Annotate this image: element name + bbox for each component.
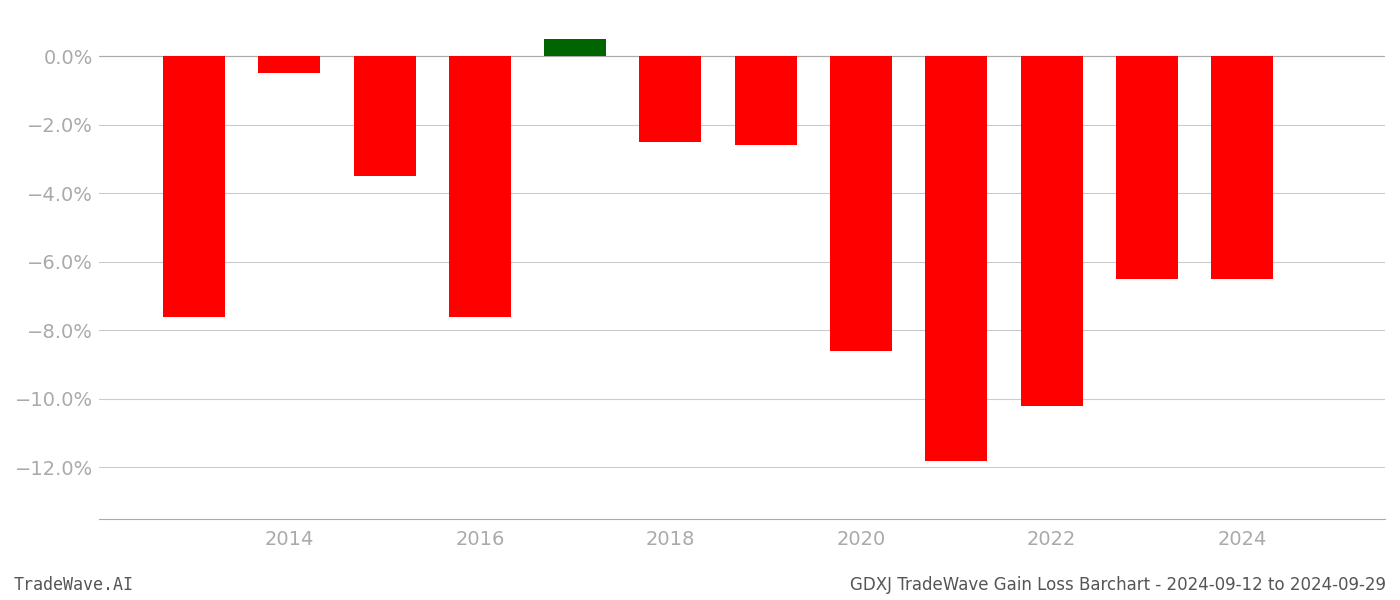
Bar xyxy=(259,56,321,73)
Bar xyxy=(449,56,511,317)
Bar xyxy=(640,56,701,142)
Text: GDXJ TradeWave Gain Loss Barchart - 2024-09-12 to 2024-09-29: GDXJ TradeWave Gain Loss Barchart - 2024… xyxy=(850,576,1386,594)
Bar xyxy=(830,56,892,351)
Bar xyxy=(1116,56,1177,279)
Bar xyxy=(925,56,987,461)
Bar xyxy=(354,56,416,176)
Text: TradeWave.AI: TradeWave.AI xyxy=(14,576,134,594)
Bar xyxy=(1211,56,1273,279)
Bar xyxy=(164,56,225,317)
Bar xyxy=(735,56,797,145)
Bar xyxy=(545,39,606,56)
Bar xyxy=(1021,56,1082,406)
